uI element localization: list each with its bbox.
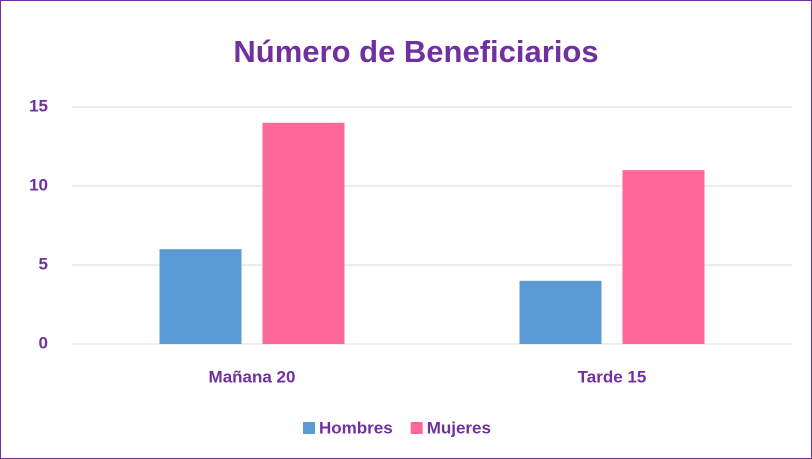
chart-title: Número de Beneficiarios [233, 34, 598, 69]
bar [519, 280, 602, 344]
bar [159, 249, 242, 344]
y-tick-label: 0 [39, 333, 48, 352]
y-tick-label: 10 [29, 175, 48, 194]
bar [622, 170, 705, 344]
legend-label: Mujeres [427, 418, 491, 437]
y-tick-label: 5 [39, 254, 48, 273]
x-tick-label: Tarde 15 [578, 367, 647, 386]
y-tick-label: 15 [29, 96, 48, 115]
legend-label: Hombres [319, 418, 393, 437]
bar [262, 122, 345, 344]
legend-swatch [410, 422, 423, 434]
x-tick-label: Mañana 20 [209, 367, 296, 386]
legend-swatch [303, 422, 315, 434]
